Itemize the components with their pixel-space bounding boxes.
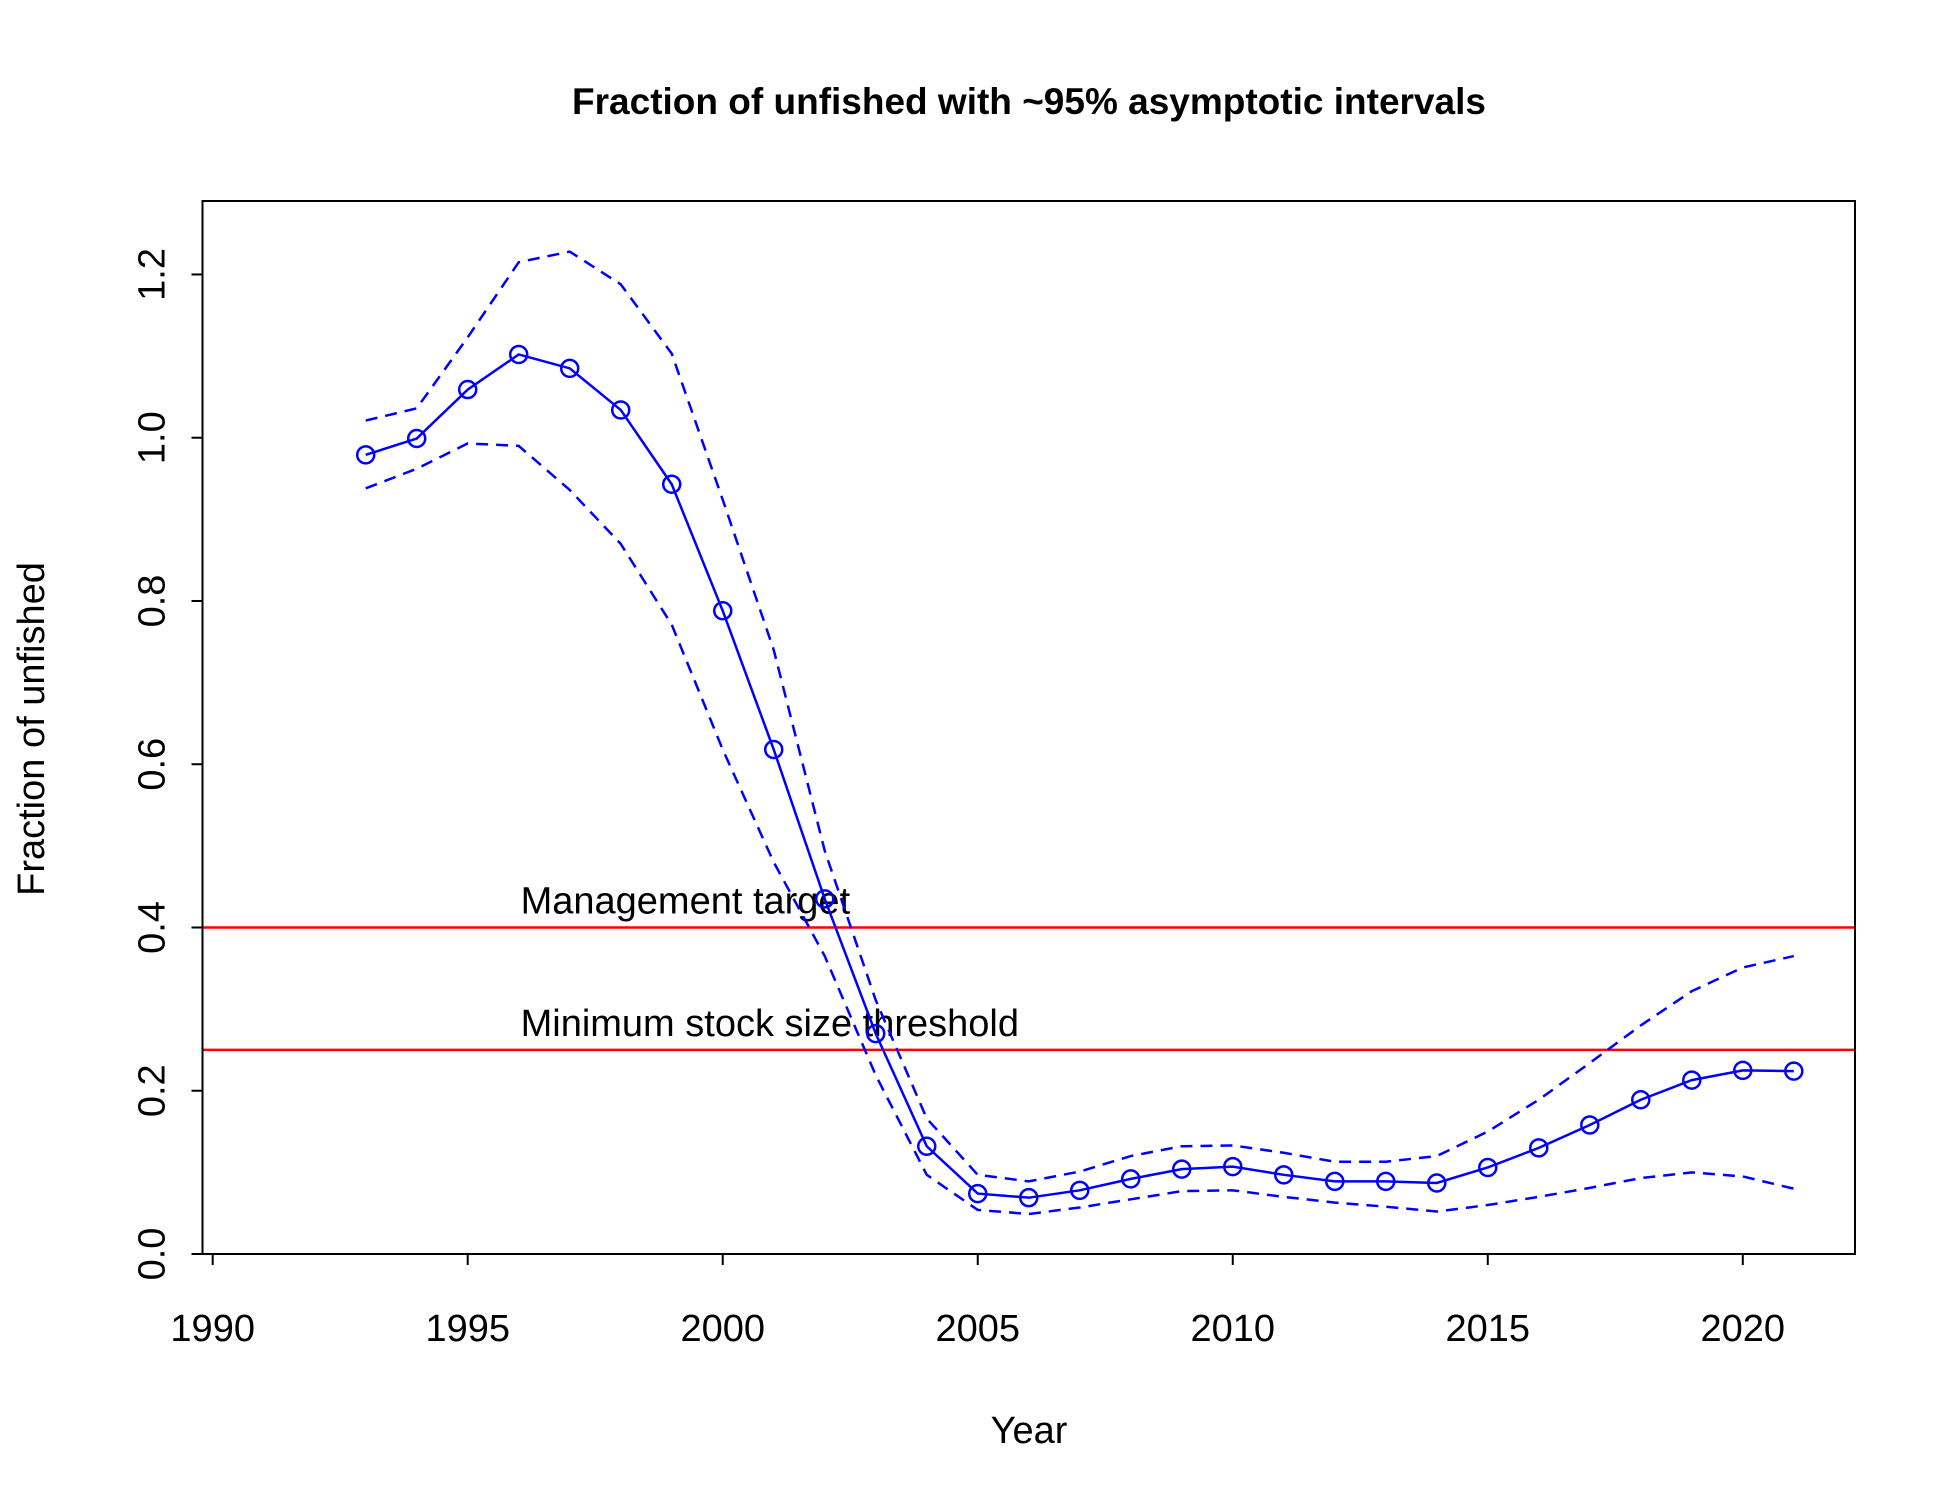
point xyxy=(610,400,631,420)
point xyxy=(814,889,835,909)
point xyxy=(1274,1165,1294,1185)
point xyxy=(1631,1089,1651,1110)
point xyxy=(1121,1169,1141,1189)
point xyxy=(355,445,376,465)
y-tick-label: 0.4 xyxy=(132,901,174,954)
plot-frame xyxy=(201,200,1856,1255)
y-tick-label: 0.6 xyxy=(132,738,174,791)
point xyxy=(1223,1156,1243,1177)
x-tick-label: 2015 xyxy=(1446,1308,1531,1350)
point xyxy=(1580,1115,1600,1135)
reference-label: Minimum stock size threshold xyxy=(521,1003,1019,1045)
point xyxy=(1733,1060,1753,1081)
point xyxy=(1427,1173,1447,1193)
x-tick-label: 1995 xyxy=(425,1308,510,1350)
reference-label: Management target xyxy=(521,880,851,922)
point xyxy=(1682,1070,1702,1090)
x-axis-title: Year xyxy=(991,1410,1068,1452)
y-tick-label: 1.0 xyxy=(132,411,174,464)
x-tick-label: 2020 xyxy=(1701,1308,1786,1350)
point xyxy=(1070,1180,1090,1201)
point xyxy=(1478,1157,1498,1178)
point xyxy=(763,739,784,760)
point xyxy=(1376,1171,1396,1192)
series-line xyxy=(365,353,1794,1199)
point xyxy=(1019,1187,1039,1208)
point xyxy=(1325,1171,1345,1192)
x-tick-label: 2005 xyxy=(935,1308,1020,1350)
interval-line xyxy=(365,442,1795,1216)
x-tick-label: 1990 xyxy=(170,1308,255,1350)
point xyxy=(712,601,733,621)
point xyxy=(916,1136,937,1157)
point xyxy=(457,379,478,400)
point xyxy=(559,358,580,379)
x-tick-label: 2000 xyxy=(680,1308,765,1350)
y-tick-label: 0.8 xyxy=(132,575,174,628)
y-tick-label: 0.0 xyxy=(132,1228,174,1281)
y-tick-label: 1.2 xyxy=(132,248,174,301)
point xyxy=(1529,1138,1549,1158)
point xyxy=(661,474,682,494)
y-tick-label: 0.2 xyxy=(132,1064,174,1117)
point xyxy=(1784,1061,1804,1081)
y-axis-title: Fraction of unfished xyxy=(11,562,53,896)
point xyxy=(508,344,529,365)
point xyxy=(1172,1159,1192,1179)
point xyxy=(967,1183,988,1204)
chart-title: Fraction of unfished with ~95% asymptoti… xyxy=(572,81,1486,122)
interval-line xyxy=(365,250,1795,1183)
x-tick-label: 2010 xyxy=(1190,1308,1275,1350)
point xyxy=(865,1023,886,1044)
point xyxy=(406,428,427,449)
